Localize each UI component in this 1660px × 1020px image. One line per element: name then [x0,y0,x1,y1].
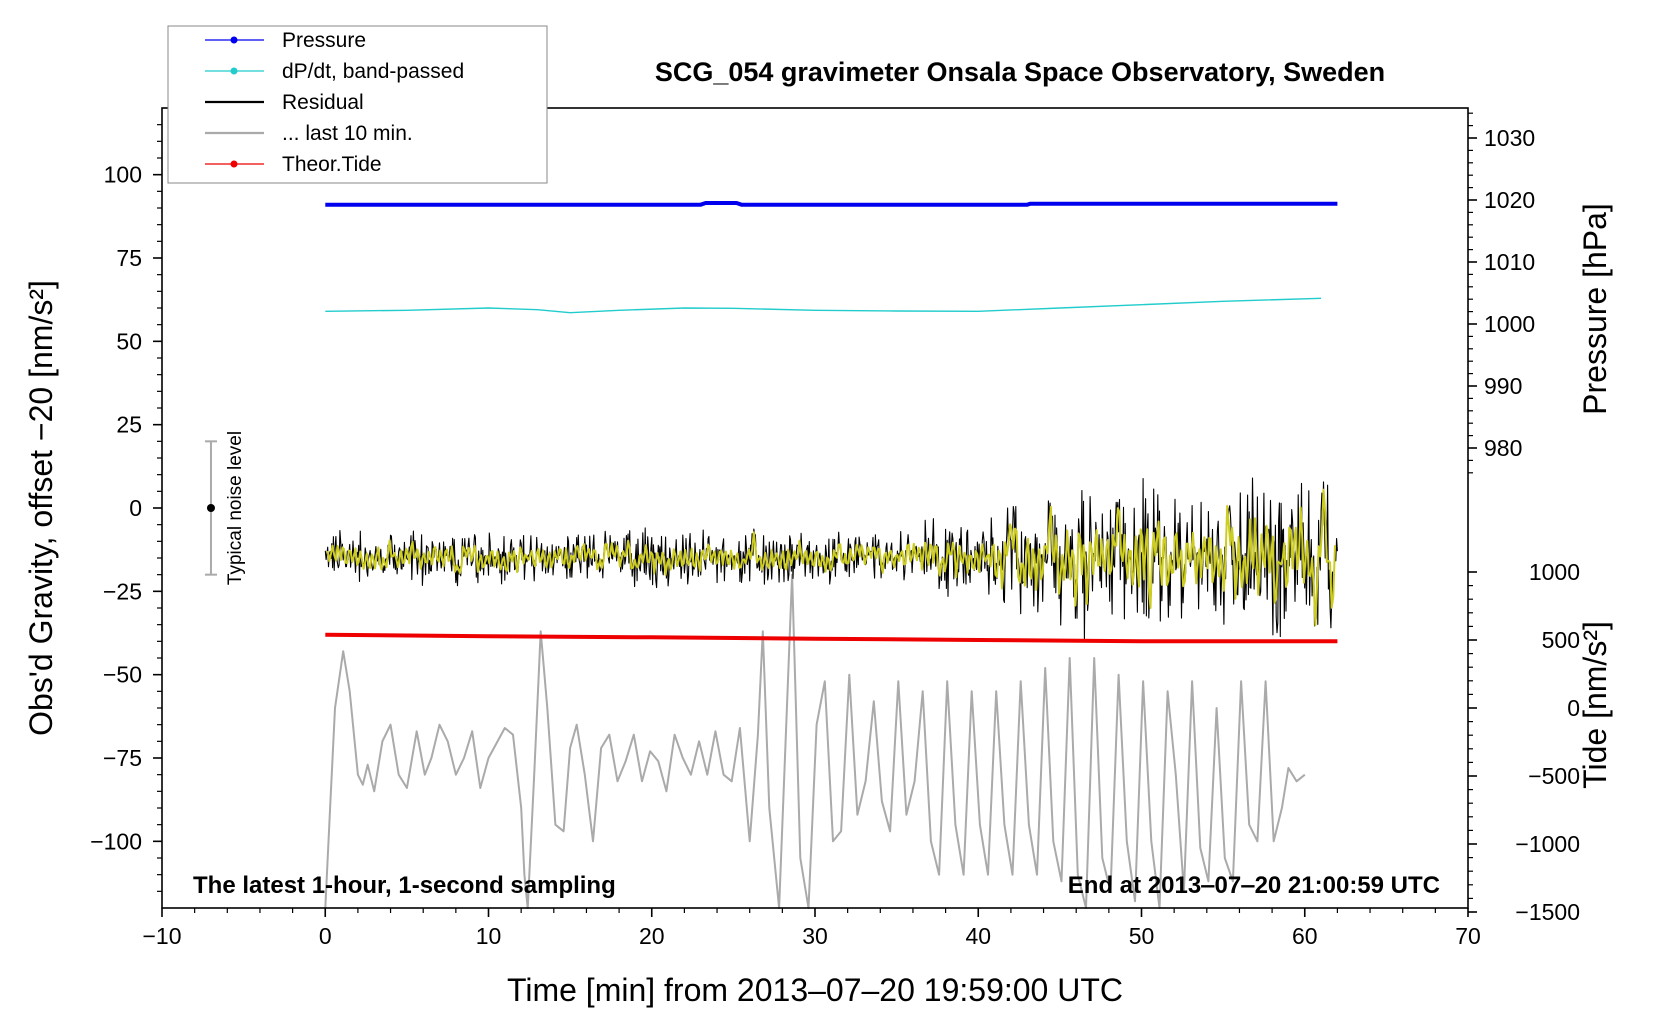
pressure-tick-label: 1010 [1484,249,1535,275]
tide-tick-label: 0 [1567,695,1580,721]
tide-tick-label: −500 [1528,763,1580,789]
pressure-tick-label: 980 [1484,435,1522,461]
legend-box [167,25,548,184]
pressure-tick-label: 1020 [1484,187,1535,213]
x-tick-label: 0 [319,923,332,949]
pressure-tick-label: 1000 [1484,311,1535,337]
x-tick-label: 10 [476,923,502,949]
series-layer [324,201,1338,909]
legend-swatch-dot [230,67,238,75]
y-tick-label: −100 [90,828,142,854]
x-axis-title: Time [min] from 2013‒07‒20 19:59:00 UTC [507,972,1123,1008]
legend-label: Pressure [282,29,366,52]
noise-label: Typical noise level [225,431,246,585]
legend-label: Theor.Tide [282,153,382,176]
tide-tick-label: 500 [1542,627,1580,653]
legend-entry: Pressure [205,29,366,52]
y-tick-label: 75 [116,245,142,271]
pressure-tick-label: 990 [1484,373,1522,399]
legend-swatch-dot [230,160,238,168]
x-tick-label: 60 [1292,923,1318,949]
axes-layer: −10 0 10 20 30 40 50 60 701007550250−25−50−75−10… [90,112,1580,949]
y-axis-title: Obs'd Gravity, offset −20 [nm/s²] [23,280,59,736]
series-last-10-min [324,573,1306,909]
series-theor-tide [325,632,1338,644]
y-tick-label: 25 [116,412,142,438]
pressure-axis-title: Pressure [hPa] [1577,203,1613,415]
legend-entry: Residual [205,91,364,114]
legend-entry: ... last 10 min. [205,122,413,145]
y-tick-label: 0 [129,495,142,521]
series-dp-dt-band-passed [325,297,1322,314]
tide-tick-label: −1500 [1515,899,1580,925]
legend-label: ... last 10 min. [282,122,413,145]
tide-tick-label: −1000 [1515,831,1580,857]
noise-indicator: Typical noise level [204,431,246,585]
x-tick-label: 20 [639,923,665,949]
plot-frame [161,107,1469,909]
series-residual-smoothed [326,488,1336,627]
noise-center-dot [206,504,215,512]
sampling-note: The latest 1‑hour, 1‑second sampling [193,872,616,899]
x-tick-label: 40 [965,923,991,949]
legend-entry: dP/dt, band‑passed [205,60,464,83]
y-tick-label: −25 [103,578,142,604]
legend: Pressure dP/dt, band‑passed Residual ... la… [167,25,548,184]
y-tick-label: −75 [103,745,142,771]
x-tick-label: 50 [1129,923,1155,949]
legend-label: Residual [282,91,364,114]
chart-title: SCG_054 gravimeter Onsala Space Observat… [655,57,1385,87]
legend-swatch-dot [230,36,238,44]
x-tick-label: −10 [142,923,181,949]
tide-tick-label: 1000 [1529,559,1580,585]
y-tick-label: 100 [104,162,142,188]
x-tick-label: 70 [1455,923,1481,949]
legend-entry: Theor.Tide [205,153,382,176]
tide-axis-title: Tide [nm/s²] [1577,621,1613,789]
legend-label: dP/dt, band‑passed [282,60,464,83]
series-pressure [325,201,1338,207]
end-time-note: End at 2013‒07‒20 21:00:59 UTC [1068,872,1440,899]
y-tick-label: 50 [116,328,142,354]
pressure-tick-label: 1030 [1484,125,1535,151]
y-tick-label: −50 [103,662,142,688]
x-tick-label: 30 [802,923,828,949]
